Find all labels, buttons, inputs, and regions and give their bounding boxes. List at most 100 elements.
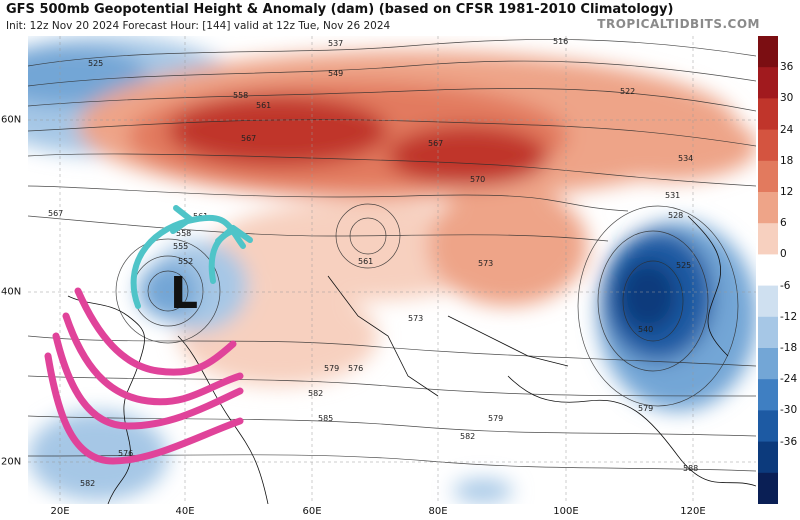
contour-label: 540 xyxy=(638,325,653,334)
map-title: GFS 500mb Geopotential Height & Anomaly … xyxy=(6,2,674,17)
colorbar-label: 0 xyxy=(780,248,787,261)
contour-label: 582 xyxy=(308,389,323,398)
contour-line xyxy=(28,119,756,147)
colorbar-swatch xyxy=(758,472,778,504)
contour-label: 567 xyxy=(241,134,256,143)
anomaly-pos-central-east xyxy=(428,186,588,306)
hand-annotations xyxy=(44,205,253,465)
colorbar-swatch xyxy=(758,129,778,162)
anomaly-neg-east-center xyxy=(618,261,678,331)
contour-label: 588 xyxy=(683,464,698,473)
colorbar-label: -24 xyxy=(780,373,798,386)
colorbar-swatch xyxy=(758,160,778,193)
anomaly-map: 525 537 516 549 558 561 567 567 570 522 … xyxy=(28,36,756,504)
lon-label: 20E xyxy=(50,506,70,517)
contour-line xyxy=(28,185,629,212)
contour-line xyxy=(28,454,756,472)
anomaly-shading xyxy=(28,36,756,503)
colorbar-swatch xyxy=(758,348,778,380)
contour-line xyxy=(28,153,756,187)
contour-low-inner xyxy=(147,270,189,312)
lon-label: 60E xyxy=(302,506,322,517)
colorbar-swatch xyxy=(758,285,778,318)
contour-label: 534 xyxy=(678,154,693,163)
colorbar-swatch xyxy=(758,223,778,255)
colorbar-label: 6 xyxy=(780,217,787,230)
contour-label: 525 xyxy=(676,261,691,270)
contour-label: 576 xyxy=(348,364,363,373)
contour-east-outer xyxy=(577,205,739,407)
contour-label: 567 xyxy=(428,139,443,148)
contour-line xyxy=(28,39,756,67)
contour-east-inner xyxy=(622,260,684,342)
contour-label: 528 xyxy=(668,211,683,220)
contour-label: 561 xyxy=(256,101,271,110)
contour-label: 525 xyxy=(88,59,103,68)
contour-line xyxy=(28,335,756,367)
colorbar-label: -36 xyxy=(780,435,798,448)
lon-label: 80E xyxy=(428,506,448,517)
graticule xyxy=(28,36,756,504)
colorbar-label: 30 xyxy=(780,92,794,105)
coastline xyxy=(507,375,756,487)
height-contours xyxy=(28,39,756,472)
lon-label: 100E xyxy=(553,506,579,517)
anomaly-neg-south-small xyxy=(453,479,513,503)
colorbar-swatch xyxy=(758,410,778,443)
contour-line xyxy=(28,88,756,112)
border xyxy=(447,315,569,367)
contour-label: 555 xyxy=(173,242,188,251)
lat-label: 40N xyxy=(1,286,22,298)
contour-label: 531 xyxy=(665,191,680,200)
contour-label: 552 xyxy=(178,257,193,266)
colorbar-label: -12 xyxy=(780,310,798,323)
cyclonic-arrowhead-east xyxy=(215,225,253,244)
colorbar-label: -18 xyxy=(780,342,798,354)
map-subtitle: Init: 12z Nov 20 2024 Forecast Hour: [14… xyxy=(6,20,391,32)
contour-low-outer xyxy=(115,238,221,344)
coastline xyxy=(687,215,729,357)
contour-label: 516 xyxy=(553,37,568,46)
colorbar-swatch xyxy=(758,192,778,224)
anomaly-pos-core-west xyxy=(168,96,388,166)
contour-label: 561 xyxy=(358,257,373,266)
anomaly-pos-east xyxy=(578,111,756,181)
flow-line-4 xyxy=(44,352,244,465)
anomaly-pos-core-east xyxy=(388,126,548,186)
contour-label: 582 xyxy=(460,432,475,441)
lon-label: 120E xyxy=(680,506,706,517)
coastline xyxy=(67,295,145,504)
colorbar-label: -30 xyxy=(780,404,798,417)
contour-label: 567 xyxy=(48,209,63,218)
colorbar-label: 12 xyxy=(780,186,794,198)
colorbar-swatch xyxy=(758,36,778,68)
lat-label: 60N xyxy=(1,114,22,126)
contour-label: 522 xyxy=(620,87,635,96)
low-pressure-marker: L xyxy=(170,268,198,319)
contour-label: 585 xyxy=(318,414,333,423)
colorbar-label: 24 xyxy=(780,123,794,136)
colorbar-swatch xyxy=(758,441,778,474)
colorbar-swatch xyxy=(758,316,778,349)
flow-line-1 xyxy=(74,287,237,376)
colorbar-label: -6 xyxy=(780,279,791,292)
contour-high-outer xyxy=(335,203,401,269)
colorbar-swatch xyxy=(758,98,778,131)
cyclonic-arrowhead-west xyxy=(170,205,193,234)
contour-label: 579 xyxy=(638,404,653,413)
map-header: GFS 500mb Geopotential Height & Anomaly … xyxy=(0,0,800,36)
contour-label: 579 xyxy=(324,364,339,373)
lat-label: 20N xyxy=(1,456,22,468)
contour-label: 573 xyxy=(478,259,493,268)
contour-label: 570 xyxy=(470,175,485,184)
anomaly-colorbar xyxy=(758,36,778,504)
contour-label: 582 xyxy=(80,479,95,488)
colorbar-swatch xyxy=(758,254,778,287)
contour-line xyxy=(28,215,609,242)
coastlines-borders xyxy=(67,215,756,504)
coastline xyxy=(177,335,269,504)
contour-label: 573 xyxy=(408,314,423,323)
flow-line-3 xyxy=(52,332,244,430)
contour-label: 558 xyxy=(233,91,248,100)
colorbar-label: 18 xyxy=(780,154,794,167)
